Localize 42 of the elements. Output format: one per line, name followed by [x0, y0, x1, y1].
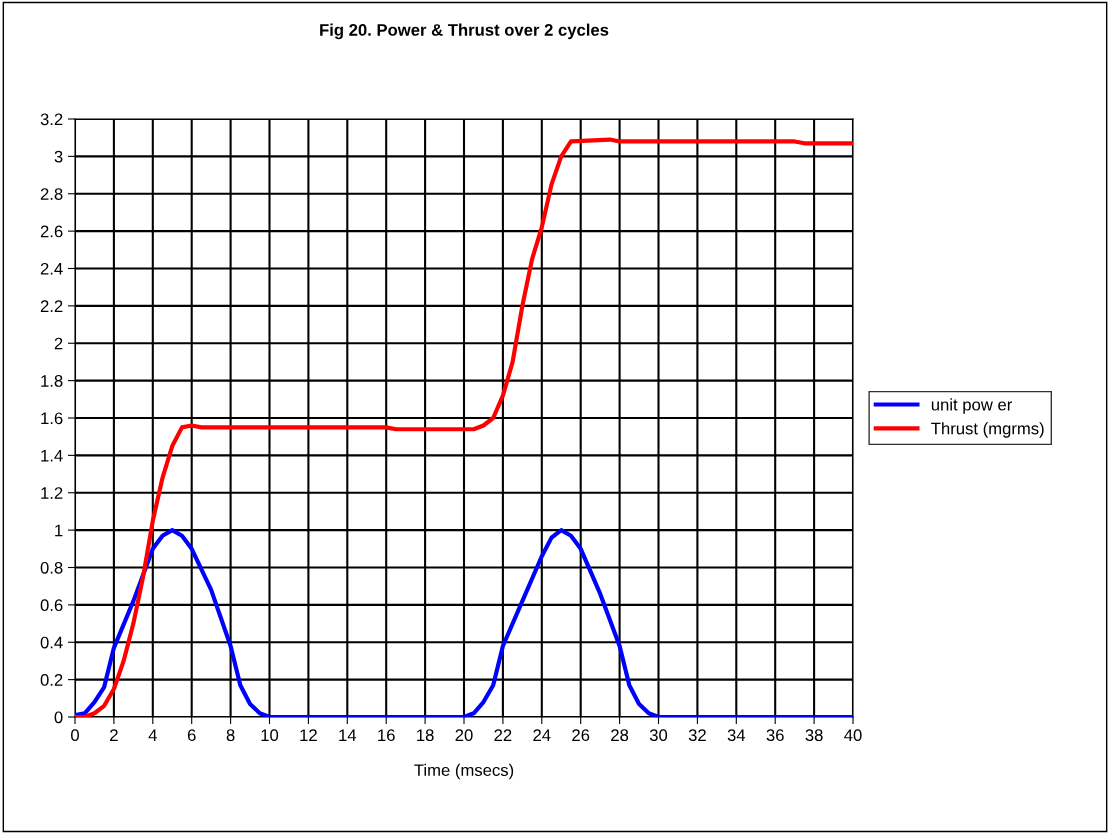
y-tick-label: 1.8: [41, 375, 63, 387]
y-tick-label: 0.2: [40, 674, 63, 686]
y-tick-label: 2: [54, 337, 63, 350]
x-tick-label: 30: [649, 729, 668, 742]
legend-label: unit pow er: [931, 398, 1013, 414]
x-tick-label: 24: [533, 729, 551, 741]
x-tick-label: 36: [766, 729, 784, 742]
y-tick-label: 0.4: [40, 636, 63, 649]
x-tick-label: 22: [494, 729, 512, 741]
x-tick-label: 10: [261, 729, 279, 742]
x-tick-label: 28: [611, 729, 629, 742]
x-tick-label: 14: [339, 729, 357, 741]
x-tick-label: 16: [378, 729, 395, 742]
x-tick-label: 0: [71, 729, 79, 742]
y-tick-label: 1.6: [41, 412, 63, 425]
y-tick-label: 2.8: [40, 188, 63, 200]
x-tick-label: 38: [805, 729, 823, 742]
x-tick-label: 40: [844, 729, 862, 742]
y-tick-label: 1.4: [41, 449, 63, 462]
chart-title: Fig 20. Power & Thrust over 2 cycles: [320, 23, 609, 40]
x-tick-label: 2: [110, 729, 118, 741]
x-tick-label: 26: [572, 729, 590, 742]
y-tick-label: 0.6: [40, 599, 63, 612]
y-tick-label: 3.2: [40, 113, 63, 126]
y-tick-label: 0: [54, 711, 63, 724]
x-axis-title: Time (msecs): [414, 763, 514, 780]
x-tick-label: 18: [417, 729, 434, 742]
y-tick-label: 0.8: [40, 561, 63, 574]
x-tick-label: 6: [187, 729, 196, 742]
x-tick-label: 32: [688, 729, 706, 742]
legend-label: Thrust (mgrms): [931, 422, 1044, 438]
x-tick-label: 20: [455, 729, 473, 742]
y-tick-label: 2.6: [40, 225, 63, 238]
x-tick-label: 4: [148, 729, 157, 741]
y-tick-label: 1: [55, 524, 63, 537]
y-tick-label: 2.4: [40, 262, 63, 275]
y-tick-label: 3: [54, 150, 63, 163]
x-tick-label: 12: [300, 729, 317, 741]
y-tick-label: 1.2: [41, 487, 63, 499]
y-tick-label: 2.2: [40, 300, 63, 312]
x-tick-label: 8: [226, 729, 235, 742]
x-tick-label: 34: [727, 729, 746, 742]
